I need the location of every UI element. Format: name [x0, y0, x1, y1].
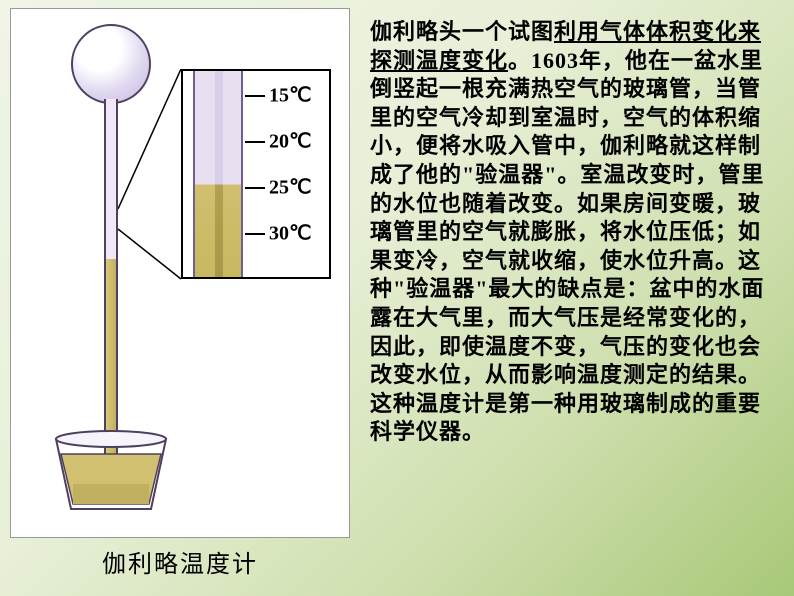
scale-tick — [245, 187, 265, 189]
zoom-tube — [193, 71, 243, 277]
zoom-inset: 15℃ 20℃ 25℃ 30℃ — [181, 69, 331, 279]
scale-label: 25℃ — [269, 175, 311, 200]
diagram-caption: 伽利略温度计 — [102, 544, 258, 579]
thermometer-bulb — [71, 24, 151, 104]
scale-label: 30℃ — [269, 221, 311, 246]
scale-tick — [245, 95, 265, 97]
scale-label: 15℃ — [269, 83, 311, 108]
description-text: 伽利略头一个试图利用气体体积变化来探测温度变化。1603年，他在一盆水里倒竖起一… — [360, 0, 794, 596]
callout-lines — [118, 69, 188, 289]
scale-tick — [245, 141, 265, 143]
scale-tick — [245, 233, 265, 235]
text-part-3: 。1603年，他在一盆水里倒竖起一根充满热空气的玻璃管，当管里的空气冷却到室温时… — [370, 48, 764, 445]
left-panel: 15℃ 20℃ 25℃ 30℃ 伽利略温度计 — [0, 0, 360, 596]
water-basin — [51, 429, 171, 519]
text-part-1: 伽利略头一个试图 — [370, 19, 554, 44]
scale-label: 20℃ — [269, 129, 311, 154]
thermometer-diagram: 15℃ 20℃ 25℃ 30℃ — [10, 8, 350, 538]
